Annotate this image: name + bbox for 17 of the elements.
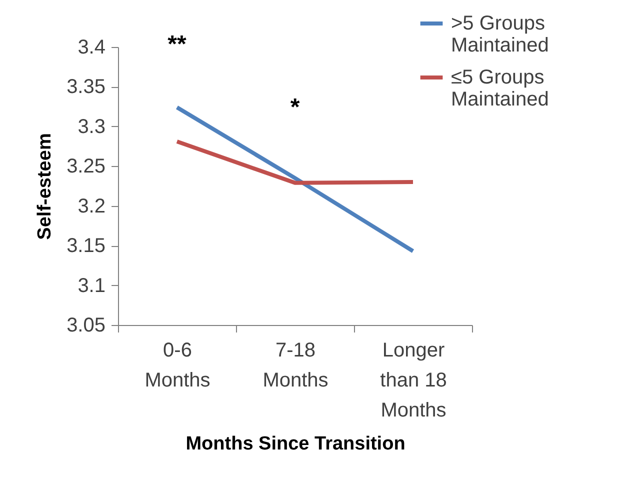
legend-label: >5 Groups Maintained bbox=[451, 12, 549, 56]
x-tick-label: 0-6 Months bbox=[144, 340, 210, 392]
legend-label: ≤5 Groups Maintained bbox=[451, 66, 549, 110]
x-tick-label: 7-18 Months bbox=[262, 340, 328, 392]
x-tick-label: Longer than 18 Months bbox=[380, 340, 447, 422]
y-tick-label: 3.4 bbox=[78, 36, 106, 58]
y-tick-label: 3.25 bbox=[66, 156, 106, 178]
annotation: * bbox=[290, 94, 300, 121]
y-axis-title: Self-esteem bbox=[34, 133, 56, 240]
y-tick-label: 3.35 bbox=[66, 76, 106, 98]
y-tick-label: 3.2 bbox=[78, 195, 106, 218]
y-tick-label: 3.3 bbox=[78, 116, 106, 138]
y-tick-label: 3.1 bbox=[78, 274, 106, 297]
annotation: ** bbox=[168, 31, 187, 58]
y-tick-label: 3.15 bbox=[66, 235, 106, 258]
x-axis-title: Months Since Transition bbox=[186, 434, 406, 454]
y-tick-label: 3.05 bbox=[66, 314, 106, 336]
